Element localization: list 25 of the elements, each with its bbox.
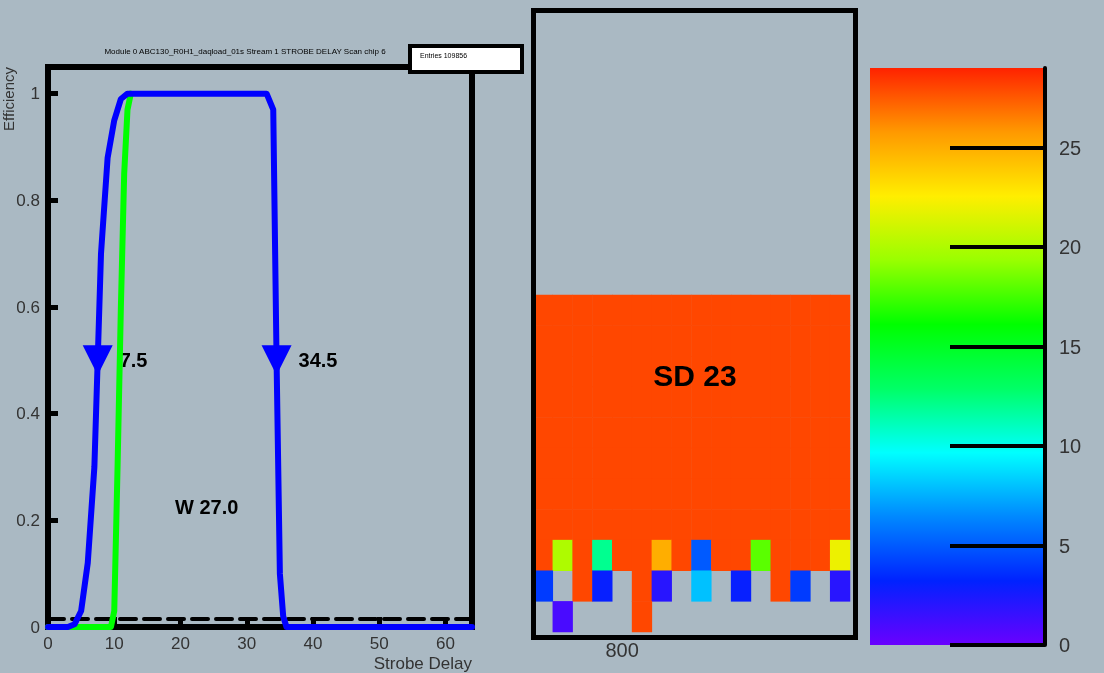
x-axis-title: Strobe Delay xyxy=(373,654,473,673)
x-tick-label: 10 xyxy=(104,634,124,653)
x-tick-label: 800 xyxy=(605,639,639,661)
x-tick-label: 50 xyxy=(369,634,389,653)
y-tick-label: 0.6 xyxy=(16,297,40,317)
x-tick-label: 0 xyxy=(43,634,53,653)
y-axis-title: Efficiency xyxy=(0,66,17,131)
y-tick-label: 1 xyxy=(30,84,40,104)
annotation: W 27.0 xyxy=(175,496,239,518)
y-tick-label: 0.4 xyxy=(16,404,40,424)
color-bar-label: 15 xyxy=(1059,335,1082,358)
color-bar-label: 5 xyxy=(1059,534,1071,557)
y-tick-label: 0 xyxy=(30,617,40,637)
chart-title: Module 0 ABC130_R0H1_daqload_01s Stream 1 STROBE DELAY Scan chip 6 xyxy=(104,46,387,56)
x-tick-label: 40 xyxy=(303,634,323,653)
annotation: SD 23 xyxy=(653,358,737,392)
x-tick-label: 60 xyxy=(436,634,455,653)
color-bar-label: 10 xyxy=(1059,435,1082,458)
y-tick-label: 0.8 xyxy=(16,190,40,210)
x-tick-label: 30 xyxy=(237,634,257,653)
y-tick-label: 0.2 xyxy=(16,510,40,530)
x-tick-label: 20 xyxy=(171,634,190,653)
color-bar-label: 25 xyxy=(1059,136,1082,159)
annotation: 34.5 xyxy=(298,349,338,372)
color-bar-label: 20 xyxy=(1059,236,1082,259)
